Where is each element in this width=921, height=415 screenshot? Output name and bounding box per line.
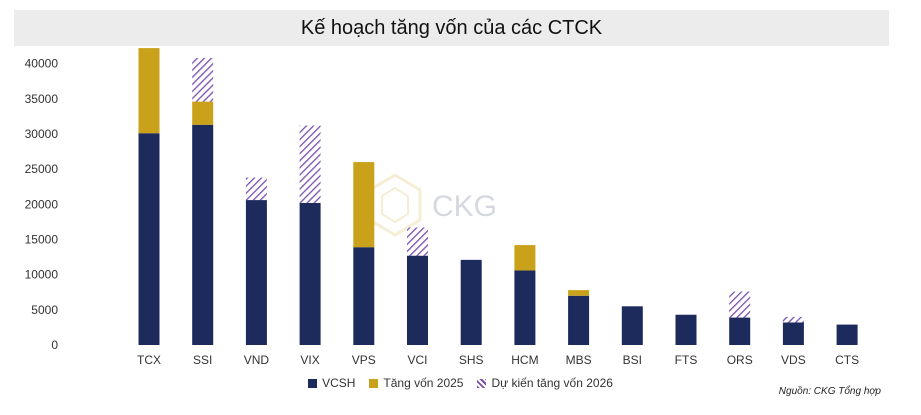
bar-vds-series-0 <box>782 322 804 345</box>
y-tick-label: 30000 <box>25 127 59 141</box>
source-note: Nguồn: CKG Tổng hợp <box>778 386 881 397</box>
bar-fts-series-0 <box>675 314 697 345</box>
bar-chart: 0 5000 10000 15000 20000 25000 30000 35000 40000… <box>25 48 859 367</box>
x-tick-label-vnd: VND <box>244 353 270 367</box>
x-tick-label-vds: VDS <box>781 353 806 367</box>
legend-label-tang-von-2025: Tăng vốn 2025 <box>383 376 464 390</box>
y-tick-label: 10000 <box>25 268 59 282</box>
bar-ssi-series-0 <box>192 124 214 346</box>
bar-mbs-series-1 <box>568 290 590 296</box>
x-tick-label-shs: SHS <box>459 353 484 367</box>
bar-hcm-series-1 <box>514 245 536 271</box>
legend-label-vcsh: VCSH <box>322 376 356 390</box>
bar-mbs-series-0 <box>568 295 590 345</box>
x-tick-label-ssi: SSI <box>193 353 212 367</box>
x-tick-label-mbs: MBS <box>566 353 592 367</box>
bar-tcx-series-1 <box>138 48 160 134</box>
legend-swatch-du-kien-2026 <box>477 378 487 388</box>
x-tick-label-tcx: TCX <box>137 353 161 367</box>
bar-ors-series-2 <box>729 291 751 318</box>
legend-label-du-kien-2026: Dự kiến tăng vốn 2026 <box>491 376 613 390</box>
x-tick-label-ors: ORS <box>727 353 753 367</box>
y-tick-label: 35000 <box>25 92 59 106</box>
bars-group <box>138 48 858 346</box>
bar-vds-series-2 <box>782 316 804 323</box>
y-tick-label: 0 <box>51 338 58 352</box>
bar-tcx-series-0 <box>138 133 160 345</box>
legend-swatch-tang-von-2025 <box>369 378 379 388</box>
y-tick-label: 40000 <box>25 57 59 71</box>
y-tick-label: 15000 <box>25 232 59 246</box>
bar-ssi-series-1 <box>192 101 214 125</box>
x-tick-label-bsi: BSI <box>623 353 642 367</box>
bar-vci-series-0 <box>407 255 428 345</box>
bar-vix-series-0 <box>299 202 321 345</box>
legend-swatch-vcsh <box>308 378 318 388</box>
chart-title: Kế hoạch tăng vốn của các CTCK <box>300 16 603 39</box>
legend-item-tang-von-2025: Tăng vốn 2025 <box>369 376 463 390</box>
x-tick-label-vix: VIX <box>300 353 319 367</box>
chart-title-bar: Kế hoạch tăng vốn của các CTCK <box>14 10 889 46</box>
y-tick-label: 20000 <box>25 197 59 211</box>
y-tick-label: 5000 <box>31 303 58 317</box>
bar-shs-series-0 <box>460 259 482 345</box>
bar-ors-series-0 <box>729 317 751 345</box>
x-tick-label-fts: FTS <box>675 353 698 367</box>
bar-vps-series-1 <box>353 162 375 248</box>
bar-bsi-series-0 <box>621 306 643 345</box>
bar-hcm-series-0 <box>514 270 536 345</box>
y-axis: 0 5000 10000 15000 20000 25000 30000 35000 40000 <box>25 57 59 352</box>
x-axis: TCX SSI VND VIX VPS VCI SHS HCM MBS BSI FTS ORS VDS C… <box>137 353 859 367</box>
x-tick-label-hcm: HCM <box>511 353 538 367</box>
legend: VCSH Tăng vốn 2025 Dự kiến tăng vốn 2026 <box>0 376 921 390</box>
x-tick-label-vci: VCI <box>407 353 427 367</box>
legend-item-du-kien-2026: Dự kiến tăng vốn 2026 <box>477 376 613 390</box>
y-tick-label: 25000 <box>25 162 59 176</box>
bar-vps-series-0 <box>353 247 375 345</box>
bar-vci-series-2 <box>407 227 428 256</box>
bar-vix-series-2 <box>299 125 321 203</box>
bar-vnd-series-2 <box>245 177 267 201</box>
bar-ssi-series-2 <box>192 57 214 102</box>
bar-cts-series-0 <box>836 324 858 345</box>
legend-item-vcsh: VCSH <box>308 376 355 390</box>
bar-vnd-series-0 <box>245 200 267 345</box>
x-tick-label-cts: CTS <box>835 353 859 367</box>
x-tick-label-vps: VPS <box>352 353 376 367</box>
